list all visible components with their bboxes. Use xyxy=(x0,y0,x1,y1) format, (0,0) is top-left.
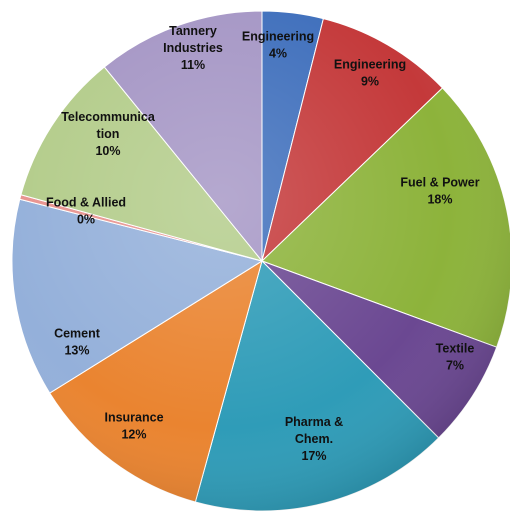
slice-label-line: 18% xyxy=(427,193,452,207)
slice-label-line: Tannery xyxy=(169,24,217,38)
slice-label-line: 7% xyxy=(446,359,464,373)
slice-label-line: Industries xyxy=(163,41,223,55)
slice-label-line: 0% xyxy=(77,213,95,227)
slice-label: Engineering 4% xyxy=(242,30,314,61)
slice-label-line: tion xyxy=(97,127,120,141)
slice-label-line: Insurance xyxy=(104,411,163,425)
pie-labels: Engineering 4% Engineering 9% Fuel & Power 18… xyxy=(46,24,480,463)
slice-label: Pharma & Chem. 17% xyxy=(285,415,343,463)
slice-label-line: 13% xyxy=(64,344,89,358)
slice-label-line: 9% xyxy=(361,75,379,89)
slice-label: Cement 13% xyxy=(54,327,101,358)
pie-slices xyxy=(11,10,510,512)
slice-label-line: 10% xyxy=(95,144,120,158)
slice-label: Textile 7% xyxy=(436,342,475,373)
slice-label-line: Pharma & xyxy=(285,415,343,429)
slice-label-line: Engineering xyxy=(242,30,314,44)
slice-label-line: Textile xyxy=(436,342,475,356)
slice-label-line: Cement xyxy=(54,327,101,341)
slice-label-line: 12% xyxy=(121,428,146,442)
slice-label: Fuel & Power 18% xyxy=(400,176,479,207)
slice-label-line: Telecommunica xyxy=(61,110,156,124)
slice-label: Insurance 12% xyxy=(104,411,163,442)
slice-label-line: 4% xyxy=(269,47,287,61)
slice-label: Telecommunica tion 10% xyxy=(61,110,156,158)
slice-label-line: Fuel & Power xyxy=(400,176,479,190)
slice-label-line: 17% xyxy=(301,449,326,463)
slice-label: Food & Allied 0% xyxy=(46,196,126,227)
slice-label-line: Chem. xyxy=(295,432,333,446)
slice-label-line: Food & Allied xyxy=(46,196,126,210)
slice-label: Engineering 9% xyxy=(334,58,406,89)
slice-label-line: Engineering xyxy=(334,58,406,72)
slice-label: Tannery Industries 11% xyxy=(163,24,223,72)
slice-label-line: 11% xyxy=(181,58,205,72)
